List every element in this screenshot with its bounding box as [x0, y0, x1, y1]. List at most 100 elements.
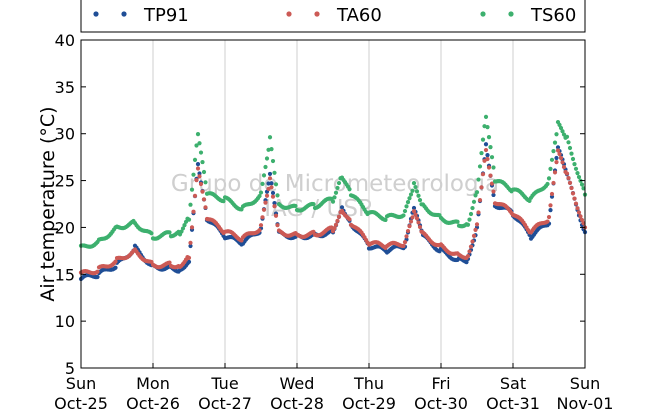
- data-point: [491, 189, 496, 194]
- data-point: [549, 157, 555, 162]
- x-tick-label-day: Tue: [210, 374, 238, 393]
- data-point: [491, 192, 496, 198]
- data-point: [549, 191, 555, 197]
- data-point: [548, 203, 553, 208]
- data-point: [572, 162, 577, 167]
- data-point: [477, 164, 483, 169]
- data-point: [267, 176, 273, 181]
- y-tick-label: 30: [55, 125, 75, 144]
- data-point: [468, 244, 474, 249]
- data-point: [270, 194, 276, 199]
- data-point: [417, 198, 423, 203]
- data-point: [555, 148, 561, 153]
- data-point: [191, 172, 196, 177]
- x-tick-label-date: Oct-29: [342, 394, 396, 409]
- data-point: [551, 180, 556, 186]
- y-tick-label: 40: [55, 31, 75, 50]
- data-point: [200, 189, 205, 194]
- data-point: [401, 243, 406, 249]
- data-point: [479, 150, 484, 156]
- legend-items: TP91 TA60 TS60: [93, 5, 576, 26]
- data-point: [486, 135, 492, 140]
- legend-item-tp91: TP91: [93, 5, 189, 26]
- data-point: [564, 134, 570, 139]
- data-point: [491, 165, 496, 170]
- data-point: [488, 173, 493, 178]
- data-point: [405, 228, 411, 234]
- data-point: [575, 206, 580, 211]
- data-point: [555, 145, 561, 150]
- data-point: [576, 174, 582, 180]
- x-tick-label-day: Wed: [280, 374, 315, 393]
- data-point: [272, 204, 277, 209]
- legend-label: TS60: [530, 5, 576, 26]
- data-point: [221, 199, 226, 204]
- data-point: [198, 181, 204, 187]
- data-point: [569, 185, 574, 191]
- data-point: [416, 220, 421, 225]
- legend-marker: [314, 11, 320, 17]
- x-tick-label-day: Mon: [136, 374, 170, 393]
- data-point: [468, 211, 474, 217]
- data-point: [332, 226, 337, 231]
- data-point: [471, 233, 477, 238]
- data-point: [189, 225, 195, 230]
- data-point: [197, 174, 202, 179]
- legend-item-ta60: TA60: [286, 5, 382, 26]
- data-point: [167, 230, 172, 235]
- data-point: [545, 181, 550, 187]
- data-point: [464, 260, 469, 265]
- data-point: [413, 184, 418, 190]
- data-point: [194, 143, 199, 148]
- data-point: [335, 218, 340, 224]
- data-point: [275, 193, 280, 198]
- data-point: [113, 265, 118, 270]
- data-point: [203, 205, 208, 210]
- y-tick-label: 5: [65, 359, 75, 378]
- x-tick-label-date: Oct-25: [54, 394, 108, 409]
- data-point: [579, 182, 585, 187]
- data-point: [566, 140, 571, 145]
- x-tick-label-day: Sun: [66, 374, 96, 393]
- x-tick-label-day: Thu: [353, 374, 384, 393]
- data-point: [263, 200, 268, 205]
- data-point: [470, 205, 475, 211]
- data-point: [347, 187, 352, 192]
- data-point: [416, 193, 421, 198]
- data-point: [414, 216, 420, 221]
- data-point: [404, 204, 409, 209]
- data-point: [414, 189, 420, 194]
- data-point: [257, 193, 262, 199]
- data-point: [554, 160, 559, 165]
- data-point: [191, 209, 196, 214]
- data-point: [402, 208, 408, 214]
- data-point: [383, 217, 388, 223]
- data-point: [201, 169, 207, 175]
- x-tick-label-date: Nov-01: [557, 394, 614, 409]
- data-point: [273, 213, 279, 218]
- data-point: [272, 170, 277, 175]
- data-point: [411, 209, 417, 214]
- data-point: [489, 181, 495, 186]
- data-point: [560, 129, 565, 134]
- data-point: [200, 159, 205, 165]
- data-point: [474, 222, 480, 227]
- data-point: [552, 170, 558, 175]
- data-point: [566, 175, 571, 181]
- data-point: [570, 156, 576, 162]
- data-point: [258, 190, 264, 195]
- data-point: [411, 205, 417, 211]
- data-point: [482, 158, 487, 163]
- data-point: [473, 227, 478, 232]
- data-point: [261, 173, 267, 178]
- data-point: [567, 145, 573, 151]
- x-axis-ticks: SunOct-25MonOct-26TueOct-27WedOct-28ThuO…: [54, 363, 613, 409]
- data-point: [264, 193, 270, 198]
- data-point: [455, 219, 460, 224]
- data-point: [413, 212, 418, 217]
- data-point: [467, 217, 472, 222]
- data-point: [579, 217, 585, 223]
- data-point: [257, 228, 262, 233]
- x-tick-label-date: Oct-30: [414, 394, 468, 409]
